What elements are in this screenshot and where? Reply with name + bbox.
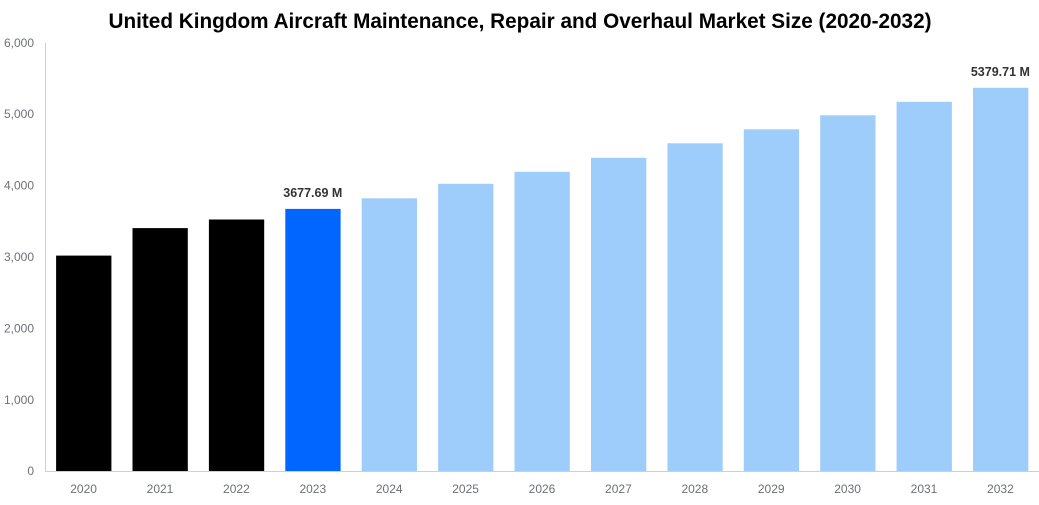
svg-text:2020: 2020 (70, 482, 97, 496)
svg-text:2024: 2024 (376, 482, 403, 496)
svg-text:2032: 2032 (987, 482, 1014, 496)
svg-text:3677.69 M: 3677.69 M (283, 186, 342, 200)
svg-text:5,000: 5,000 (4, 107, 34, 121)
svg-text:0: 0 (27, 464, 34, 478)
svg-text:2028: 2028 (681, 482, 708, 496)
svg-text:2026: 2026 (529, 482, 556, 496)
svg-text:United Kingdom Aircraft Mainte: United Kingdom Aircraft Maintenance, Rep… (109, 10, 932, 33)
svg-text:2027: 2027 (605, 482, 632, 496)
svg-text:2,000: 2,000 (4, 321, 34, 335)
svg-text:3,000: 3,000 (4, 250, 34, 264)
svg-text:2030: 2030 (834, 482, 861, 496)
svg-text:6,000: 6,000 (4, 36, 34, 50)
svg-text:5379.71 M: 5379.71 M (971, 65, 1030, 79)
svg-text:1,000: 1,000 (4, 393, 34, 407)
svg-text:2031: 2031 (911, 482, 938, 496)
svg-text:2025: 2025 (452, 482, 479, 496)
svg-text:2023: 2023 (299, 482, 326, 496)
svg-text:2029: 2029 (758, 482, 785, 496)
svg-text:4,000: 4,000 (4, 179, 34, 193)
svg-text:2021: 2021 (147, 482, 174, 496)
svg-text:2022: 2022 (223, 482, 250, 496)
